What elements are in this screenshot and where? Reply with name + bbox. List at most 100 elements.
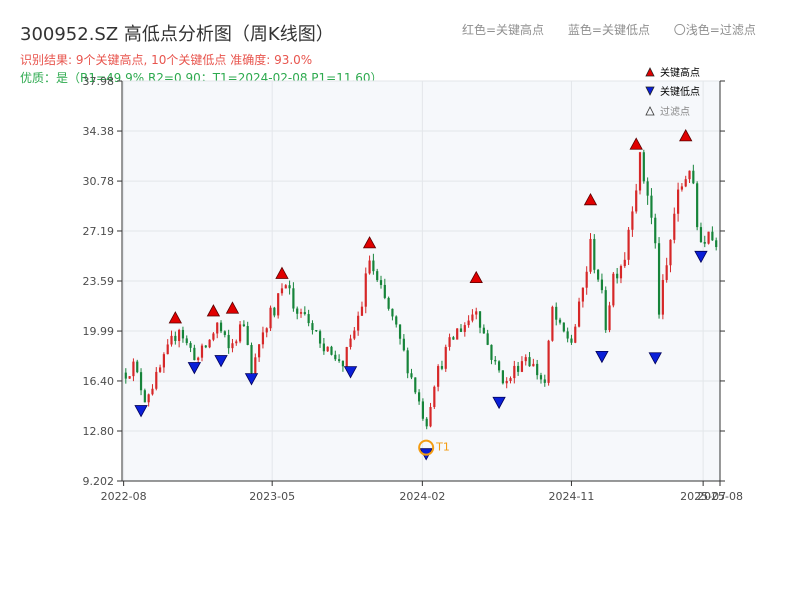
candle-body bbox=[604, 290, 607, 331]
candle-body bbox=[258, 344, 261, 358]
candle-body bbox=[425, 418, 428, 427]
key-high-marker bbox=[275, 266, 289, 279]
candle-body bbox=[494, 359, 497, 362]
candle-body bbox=[517, 365, 520, 372]
candle-body bbox=[459, 328, 463, 332]
candle-body bbox=[600, 279, 604, 291]
header-legend-filtered: 〇浅色=过滤点 bbox=[673, 23, 756, 37]
candle bbox=[387, 296, 390, 311]
candle bbox=[650, 188, 653, 225]
candle bbox=[608, 301, 611, 333]
candle-body bbox=[315, 330, 318, 332]
candle-body bbox=[178, 329, 181, 341]
candle-body bbox=[208, 339, 211, 348]
candle-body bbox=[593, 238, 596, 270]
candle-body bbox=[387, 297, 390, 309]
candle-body bbox=[539, 375, 543, 380]
candle bbox=[284, 284, 287, 289]
candle-body bbox=[551, 306, 554, 341]
candle-body bbox=[417, 392, 421, 402]
candle bbox=[699, 222, 703, 243]
candle bbox=[478, 311, 482, 334]
candle-body bbox=[265, 328, 268, 333]
candle bbox=[684, 175, 687, 188]
candle bbox=[357, 311, 360, 336]
candle bbox=[315, 329, 318, 333]
candle-body bbox=[242, 324, 245, 327]
candle-body bbox=[677, 189, 680, 214]
candle-body bbox=[238, 324, 242, 342]
candle-body bbox=[421, 401, 425, 419]
candle-body bbox=[619, 266, 623, 279]
x-tick-label: 2024-11 bbox=[548, 490, 594, 503]
key-high-marker bbox=[206, 304, 221, 317]
candle bbox=[341, 360, 345, 372]
candle-body bbox=[200, 345, 204, 358]
candle bbox=[452, 335, 455, 340]
candle-body bbox=[128, 376, 131, 379]
candle bbox=[524, 354, 527, 366]
candle-body bbox=[353, 330, 356, 339]
candle-body bbox=[627, 229, 630, 260]
candle bbox=[448, 333, 451, 351]
candle-body bbox=[280, 288, 284, 294]
candle-body bbox=[174, 335, 177, 341]
candle bbox=[406, 347, 409, 379]
key-low-marker bbox=[214, 355, 228, 368]
candle-body bbox=[482, 327, 485, 334]
candle bbox=[250, 342, 253, 377]
candle bbox=[440, 360, 444, 371]
candle-body bbox=[505, 381, 508, 384]
candle bbox=[132, 358, 135, 382]
candle bbox=[471, 309, 474, 323]
candle-body bbox=[410, 373, 413, 378]
candle-body bbox=[223, 331, 226, 335]
candle-body bbox=[444, 346, 447, 369]
y-tick-label: 12.80 bbox=[83, 425, 115, 438]
candle-body bbox=[707, 231, 710, 244]
candle-body bbox=[437, 366, 440, 387]
candle bbox=[593, 234, 596, 274]
candle bbox=[547, 339, 550, 386]
candle bbox=[322, 337, 325, 355]
candle bbox=[642, 149, 645, 184]
candle-body bbox=[406, 350, 409, 374]
candle-body bbox=[555, 306, 558, 320]
candle bbox=[368, 255, 371, 275]
candle bbox=[395, 315, 398, 328]
candle bbox=[402, 334, 405, 352]
candle-body bbox=[650, 195, 653, 218]
candle-body bbox=[581, 287, 584, 302]
candle-body bbox=[227, 334, 230, 349]
candle-body bbox=[688, 170, 691, 180]
candle-body bbox=[124, 372, 127, 379]
candle bbox=[162, 352, 165, 373]
candle-body bbox=[158, 367, 162, 372]
candle-body bbox=[376, 271, 379, 281]
candle-body bbox=[269, 307, 272, 329]
candle bbox=[383, 278, 386, 300]
candle bbox=[707, 231, 710, 245]
y-tick-label: 9.202 bbox=[83, 475, 115, 488]
candle-body bbox=[513, 365, 516, 379]
candle bbox=[265, 327, 268, 338]
candle bbox=[482, 324, 485, 334]
candle-body bbox=[509, 378, 512, 382]
candle bbox=[193, 344, 196, 361]
candle bbox=[585, 266, 588, 295]
legend-marker-1 bbox=[645, 86, 655, 96]
candle-body bbox=[562, 322, 565, 332]
candle-body bbox=[181, 329, 185, 339]
chart-title: 300952.SZ 高低点分析图（周K线图） bbox=[20, 24, 334, 45]
candle-body bbox=[284, 285, 287, 289]
candle bbox=[517, 361, 520, 376]
candle bbox=[711, 226, 714, 241]
candle bbox=[692, 164, 695, 185]
candle bbox=[604, 286, 607, 333]
candle bbox=[677, 182, 680, 222]
candle bbox=[155, 367, 158, 391]
candle-body bbox=[197, 357, 200, 361]
key-low-marker bbox=[595, 350, 609, 364]
candle bbox=[246, 321, 249, 346]
y-tick-label: 30.78 bbox=[83, 175, 115, 188]
